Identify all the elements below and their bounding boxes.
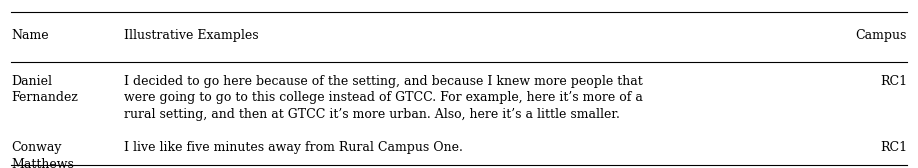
Text: I decided to go here because of the setting, and because I knew more people that: I decided to go here because of the sett… [124, 75, 643, 121]
Text: Campus: Campus [856, 29, 907, 41]
Text: Conway
Matthews: Conway Matthews [11, 141, 73, 168]
Text: RC1: RC1 [879, 141, 907, 154]
Text: Daniel
Fernandez: Daniel Fernandez [11, 75, 78, 104]
Text: RC1: RC1 [879, 75, 907, 88]
Text: I live like five minutes away from Rural Campus One.: I live like five minutes away from Rural… [124, 141, 463, 154]
Text: Name: Name [11, 29, 49, 41]
Text: Illustrative Examples: Illustrative Examples [124, 29, 259, 41]
